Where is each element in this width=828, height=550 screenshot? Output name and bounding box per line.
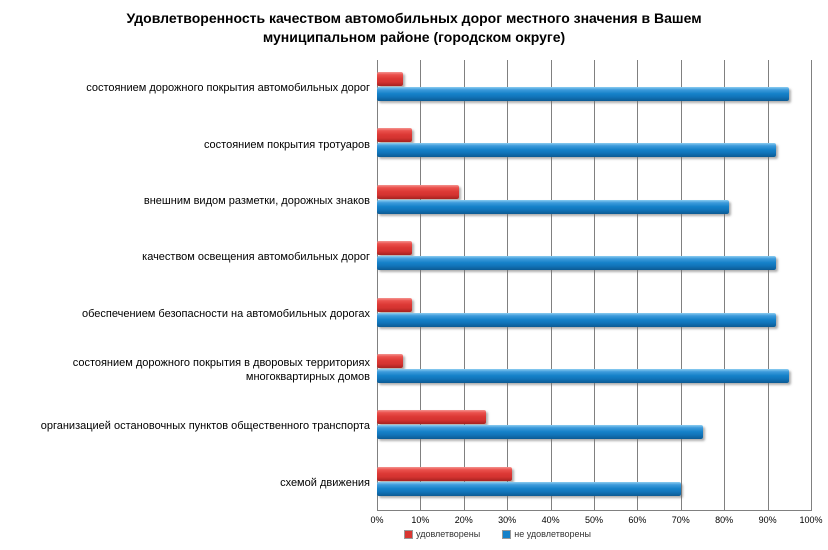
bar-group (377, 116, 811, 172)
category-row: состоянием покрытия тротуаров (0, 116, 828, 172)
category-row: качеством освещения автомобильных дорог (0, 229, 828, 285)
bar-satisfied (377, 128, 412, 143)
bar-satisfied (377, 241, 412, 256)
bar-not-satisfied (377, 87, 790, 101)
gridline (680, 60, 682, 511)
x-axis-tick-label: 10% (411, 515, 430, 525)
bar-not-satisfied (377, 481, 681, 496)
gridline (463, 60, 465, 511)
category-label: качеством освещения автомобильных дорог (142, 251, 370, 264)
x-axis-tick-label: 70% (671, 515, 690, 525)
bar-satisfied (377, 466, 512, 481)
legend-item-satisfied: удовлетворены (404, 529, 480, 539)
bar-satisfied (377, 410, 486, 425)
category-row: состоянием дорожного покрытия в дворовых… (0, 342, 828, 398)
bar-satisfied (377, 72, 404, 86)
gridline (420, 60, 422, 511)
x-axis-tick-label: 80% (715, 515, 734, 525)
bar-group (377, 60, 811, 116)
gridline (811, 60, 812, 511)
x-axis-tick-label: 40% (541, 515, 560, 525)
bar-not-satisfied (377, 312, 777, 327)
category-row: внешним видом разметки, дорожных знаков (0, 173, 828, 229)
bar-group (377, 342, 811, 398)
category-label: состоянием дорожного покрытия в дворовых… (72, 357, 370, 384)
legend: удовлетворены не удовлетворены (404, 529, 591, 539)
category-label: организацией остановочных пунктов общест… (40, 420, 370, 433)
x-axis-tick-label: 60% (628, 515, 647, 525)
category-row: состоянием дорожного покрытия автомобиль… (0, 60, 828, 116)
legend-swatch-not-satisfied-icon (502, 529, 512, 539)
category-label: внешним видом разметки, дорожных знаков (143, 194, 370, 207)
bar-not-satisfied (377, 256, 777, 271)
gridline (594, 60, 595, 511)
bar-group (377, 286, 811, 342)
bar-group (377, 173, 811, 229)
chart-title-line2: муниципальном районе (городском округе) (262, 29, 566, 45)
gridline (550, 60, 552, 511)
gridline (637, 60, 639, 511)
x-axis-tick-label: 20% (454, 515, 473, 525)
bar-satisfied (377, 353, 404, 368)
bar-group (377, 398, 811, 454)
bar-not-satisfied (377, 199, 729, 214)
category-row: схемой движения (0, 455, 828, 511)
bar-not-satisfied (377, 368, 790, 383)
x-axis-tick-label: 0% (370, 515, 384, 525)
plot-area (377, 60, 812, 511)
bar-satisfied (377, 184, 460, 199)
category-label: состоянием покрытия тротуаров (203, 138, 370, 151)
gridline (724, 60, 726, 511)
gridline (507, 60, 509, 511)
legend-item-not-satisfied: не удовлетворены (502, 529, 591, 539)
chart-title-line1: Удовлетворенность качеством автомобильны… (126, 10, 702, 26)
x-axis-tick-label: 50% (584, 515, 603, 525)
x-axis-tick-label: 30% (498, 515, 517, 525)
gridline (767, 60, 769, 511)
bar-not-satisfied (377, 143, 777, 158)
category-label: схемой движения (280, 476, 370, 489)
category-row: организацией остановочных пунктов общест… (0, 398, 828, 454)
bar-group (377, 229, 811, 285)
gridline (377, 60, 378, 511)
x-axis-tick-label: 100% (799, 515, 823, 525)
legend-swatch-satisfied-icon (404, 529, 413, 539)
bar-not-satisfied (377, 425, 703, 440)
legend-label-not-satisfied: не удовлетворены (514, 529, 591, 539)
x-axis-tick-labels: 0% 10% 20% 30% 40% 50% 60% 70% 80% 90% 100% (0, 515, 828, 527)
legend-label-satisfied: удовлетворены (416, 529, 481, 539)
x-axis-tick-label: 90% (758, 515, 777, 525)
bar-satisfied (377, 297, 412, 312)
bar-group (377, 455, 811, 511)
category-label: состоянием дорожного покрытия автомобиль… (86, 82, 370, 95)
category-label: обеспечением безопасности на автомобильн… (82, 307, 370, 320)
category-row: обеспечением безопасности на автомобильн… (0, 286, 828, 342)
chart-title: Удовлетворенность качеством автомобильны… (0, 9, 828, 47)
